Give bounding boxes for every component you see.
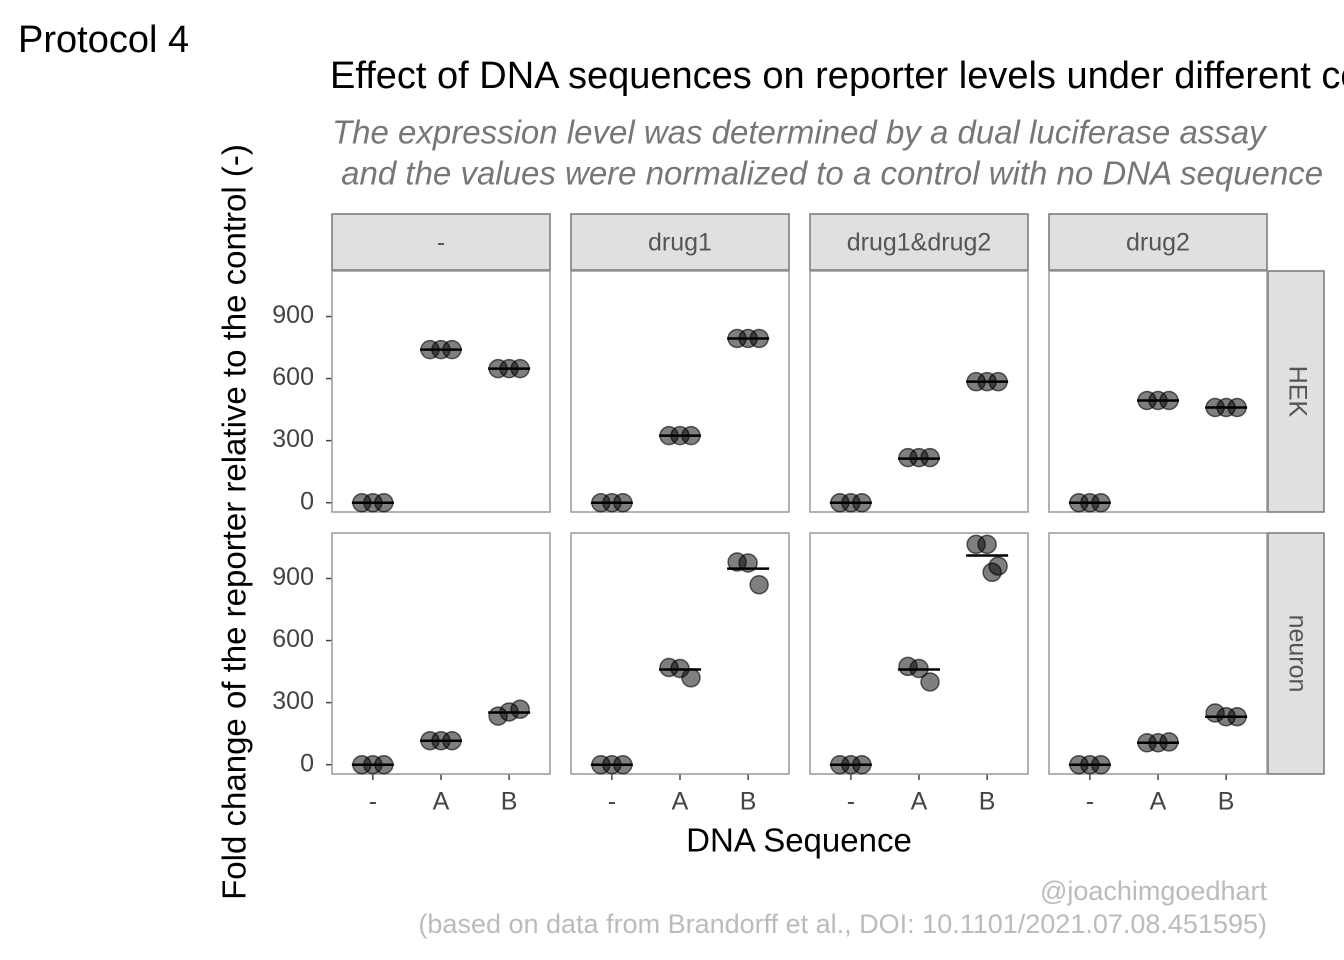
panel-border (331, 270, 551, 513)
strip (331, 213, 551, 271)
x-tick-label: A (1150, 788, 1167, 816)
y-axis-label: Fold change of the reporter relative to … (216, 144, 253, 900)
strip (1267, 532, 1325, 775)
panel-border (809, 270, 1029, 513)
x-tick-label: B (979, 788, 996, 816)
point (510, 699, 530, 720)
column-label: drug2 (1126, 229, 1190, 257)
subtitle: The expression level was determined by a… (332, 114, 1268, 151)
x-axis-label: DNA Sequence (686, 822, 912, 859)
point (977, 534, 997, 555)
point (920, 672, 940, 692)
row-label: neuron (1283, 615, 1311, 693)
panel-border (1048, 270, 1268, 513)
x-tick-label: A (433, 788, 450, 816)
caption: @joachimgoedhart (1040, 876, 1268, 906)
strip (1048, 213, 1268, 271)
column-label: - (437, 229, 445, 257)
chart-title: Effect of DNA sequences on reporter leve… (330, 55, 1344, 97)
column-label: drug1 (648, 229, 712, 257)
y-tick-label: 300 (272, 687, 314, 715)
point (982, 562, 1002, 583)
panel-border (570, 532, 790, 775)
x-tick-label: - (1086, 788, 1094, 816)
x-tick-label: B (501, 788, 518, 816)
x-tick-label: B (740, 788, 757, 816)
panel-border (1048, 532, 1268, 775)
panel-border (570, 270, 790, 513)
y-tick-label: 300 (272, 425, 314, 453)
x-tick-label: - (608, 788, 616, 816)
panel-border (809, 532, 1029, 775)
y-tick-label: 0 (300, 487, 314, 515)
x-tick-label: A (911, 788, 928, 816)
row-label: HEK (1283, 366, 1311, 418)
point (681, 668, 701, 688)
y-tick-label: 900 (272, 563, 314, 591)
x-tick-label: A (672, 788, 689, 816)
panel-border (331, 532, 551, 775)
strip (809, 213, 1029, 271)
x-tick-label: B (1218, 788, 1235, 816)
column-label: drug1&drug2 (847, 229, 992, 257)
y-tick-label: 600 (272, 363, 314, 391)
y-tick-label: 0 (300, 749, 314, 777)
strip (1267, 270, 1325, 513)
subtitle: and the values were normalized to a cont… (332, 155, 1323, 192)
point (749, 574, 769, 595)
y-tick-label: 900 (272, 301, 314, 329)
caption: (based on data from Brandorff et al., DO… (418, 909, 1267, 939)
strip (570, 213, 790, 271)
y-tick-label: 600 (272, 625, 314, 653)
tag: Protocol 4 (18, 19, 189, 61)
x-tick-label: - (369, 788, 377, 816)
x-tick-label: - (847, 788, 855, 816)
